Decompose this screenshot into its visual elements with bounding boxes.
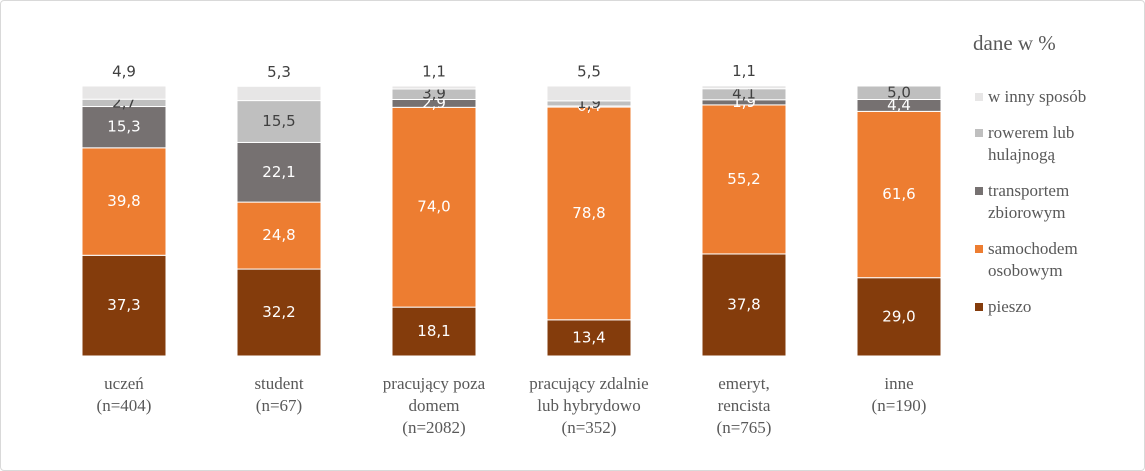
legend-item: pieszo (973, 296, 1098, 318)
legend-item: samochodem osobowym (973, 238, 1098, 282)
data-label: 5,0 (887, 83, 911, 101)
data-label: 78,8 (572, 204, 605, 222)
data-label: 5,5 (577, 63, 601, 81)
legend-swatch (975, 129, 983, 137)
bar-segment (236, 100, 322, 143)
bar-segment (701, 85, 787, 90)
bar-segment (81, 85, 167, 100)
data-label: 15,5 (262, 112, 295, 130)
data-label: 18,1 (417, 322, 450, 340)
bar-segment (391, 106, 477, 308)
legend-title: dane w % (973, 31, 1056, 55)
bar-segment (546, 106, 632, 321)
bar-segment (81, 147, 167, 256)
bar-segment (856, 110, 942, 279)
x-tick-label: lub hybrydowo (537, 396, 640, 415)
bar-segment (391, 85, 477, 90)
data-label: 24,8 (262, 226, 295, 244)
x-tick-label: domem (409, 396, 460, 415)
data-label: 37,3 (107, 296, 140, 314)
data-label: 39,8 (107, 192, 140, 210)
x-tick-label: student (254, 374, 303, 393)
x-tick-label: (n=67) (256, 396, 302, 415)
bar-segment (856, 85, 942, 100)
data-label: 4,4 (887, 96, 911, 114)
data-label: 5,3 (267, 63, 291, 81)
x-tick-label: pracujący zdalnie (529, 374, 648, 393)
legend-swatch (975, 245, 983, 253)
legend-swatch (975, 303, 983, 311)
data-label: 4,9 (112, 63, 136, 81)
data-label: 22,1 (262, 163, 295, 181)
data-label: 29,0 (882, 307, 915, 325)
bar-segment (701, 104, 787, 255)
data-label: 55,2 (727, 170, 760, 188)
legend-label: rowerem lub hulajnogą (988, 123, 1075, 164)
bar-segment (81, 254, 167, 357)
data-label: 4,1 (732, 85, 756, 103)
legend-swatch (975, 187, 983, 195)
x-tick-label: rencista (718, 396, 771, 415)
x-tick-label: (n=765) (717, 418, 772, 437)
data-label: 1,1 (422, 63, 446, 81)
data-label: 37,8 (727, 295, 760, 313)
legend-item: rowerem lub hulajnogą (973, 122, 1098, 166)
bar-segment (546, 85, 632, 102)
bar-segment (391, 306, 477, 357)
bar-segment (236, 85, 322, 102)
legend: dane w % w inny sposób rowerem lub hulajn… (973, 31, 1133, 332)
plot: 37,339,815,32,74,9uczeń(n=404)32,224,822… (81, 62, 942, 437)
legend-label: w inny sposób (988, 87, 1087, 106)
data-label: 32,2 (262, 303, 295, 321)
data-label: 61,6 (882, 185, 915, 203)
data-label: 74,0 (417, 198, 450, 216)
legend-item: w inny sposób (973, 86, 1098, 108)
data-label: 13,4 (572, 328, 605, 346)
legend-label: transportem zbiorowym (988, 181, 1070, 222)
x-tick-label: pracujący poza (383, 374, 486, 393)
legend-swatch (975, 93, 983, 101)
legend-label: samochodem osobowym (988, 239, 1078, 280)
x-tick-label: inne (884, 374, 913, 393)
legend-item: transportem zbiorowym (973, 180, 1098, 224)
bar-segment (236, 268, 322, 357)
bar-segment (546, 319, 632, 357)
data-label: 15,3 (107, 118, 140, 136)
x-tick-label: (n=2082) (402, 418, 465, 437)
legend-label: pieszo (988, 297, 1032, 316)
x-tick-label: emeryt, (718, 374, 769, 393)
x-tick-label: (n=404) (97, 396, 152, 415)
x-tick-label: (n=190) (872, 396, 927, 415)
x-tick-label: (n=352) (562, 418, 617, 437)
x-tick-label: uczeń (104, 374, 144, 393)
data-label: 1,1 (732, 62, 756, 80)
